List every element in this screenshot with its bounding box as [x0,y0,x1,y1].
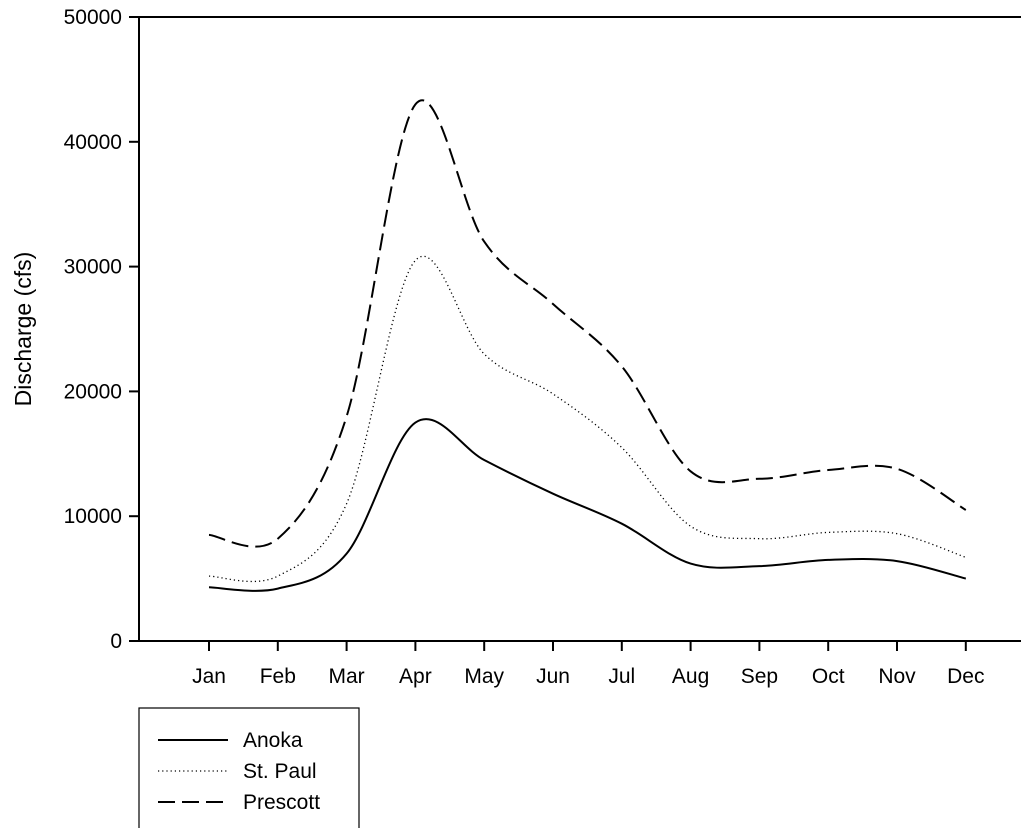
series-line-st-paul [208,256,967,583]
legend-label: Prescott [243,791,320,814]
axes [138,16,1021,642]
y-tick-label: 50000 [64,6,122,29]
x-tick-label: Feb [260,665,296,688]
x-tick-label: Mar [329,665,365,688]
x-tick-label: Jul [608,665,635,688]
x-tick-label: Jan [192,665,226,688]
legend: Anoka St. Paul Prescott [138,707,360,828]
x-tick-label: Jun [536,665,570,688]
y-tick-label: 0 [110,630,122,653]
x-tick-label: Nov [878,665,916,688]
x-ticks: Jan Feb Mar Apr May Jun Jul Aug Sep Oct Nov Dec [192,641,984,688]
y-tick-label: 10000 [64,505,122,528]
series-lines [208,99,967,592]
x-tick-label: Dec [947,665,984,688]
y-tick-label: 20000 [64,380,122,403]
x-tick-label: May [464,665,504,688]
x-tick-label: Aug [672,665,709,688]
x-tick-label: Oct [812,665,845,688]
series-line-anoka [208,418,967,592]
y-axis-label: Discharge (cfs) [10,252,36,407]
series-line-prescott [208,99,967,548]
legend-label: Anoka [243,729,303,752]
y-tick-label: 40000 [64,131,122,154]
y-ticks: 0 10000 20000 30000 40000 50000 [64,6,139,653]
x-tick-label: Apr [399,665,432,688]
legend-items: Anoka St. Paul Prescott [158,729,320,814]
legend-label: St. Paul [243,760,317,783]
legend-box [138,707,360,828]
x-tick-label: Sep [741,665,778,688]
y-tick-label: 30000 [64,256,122,279]
